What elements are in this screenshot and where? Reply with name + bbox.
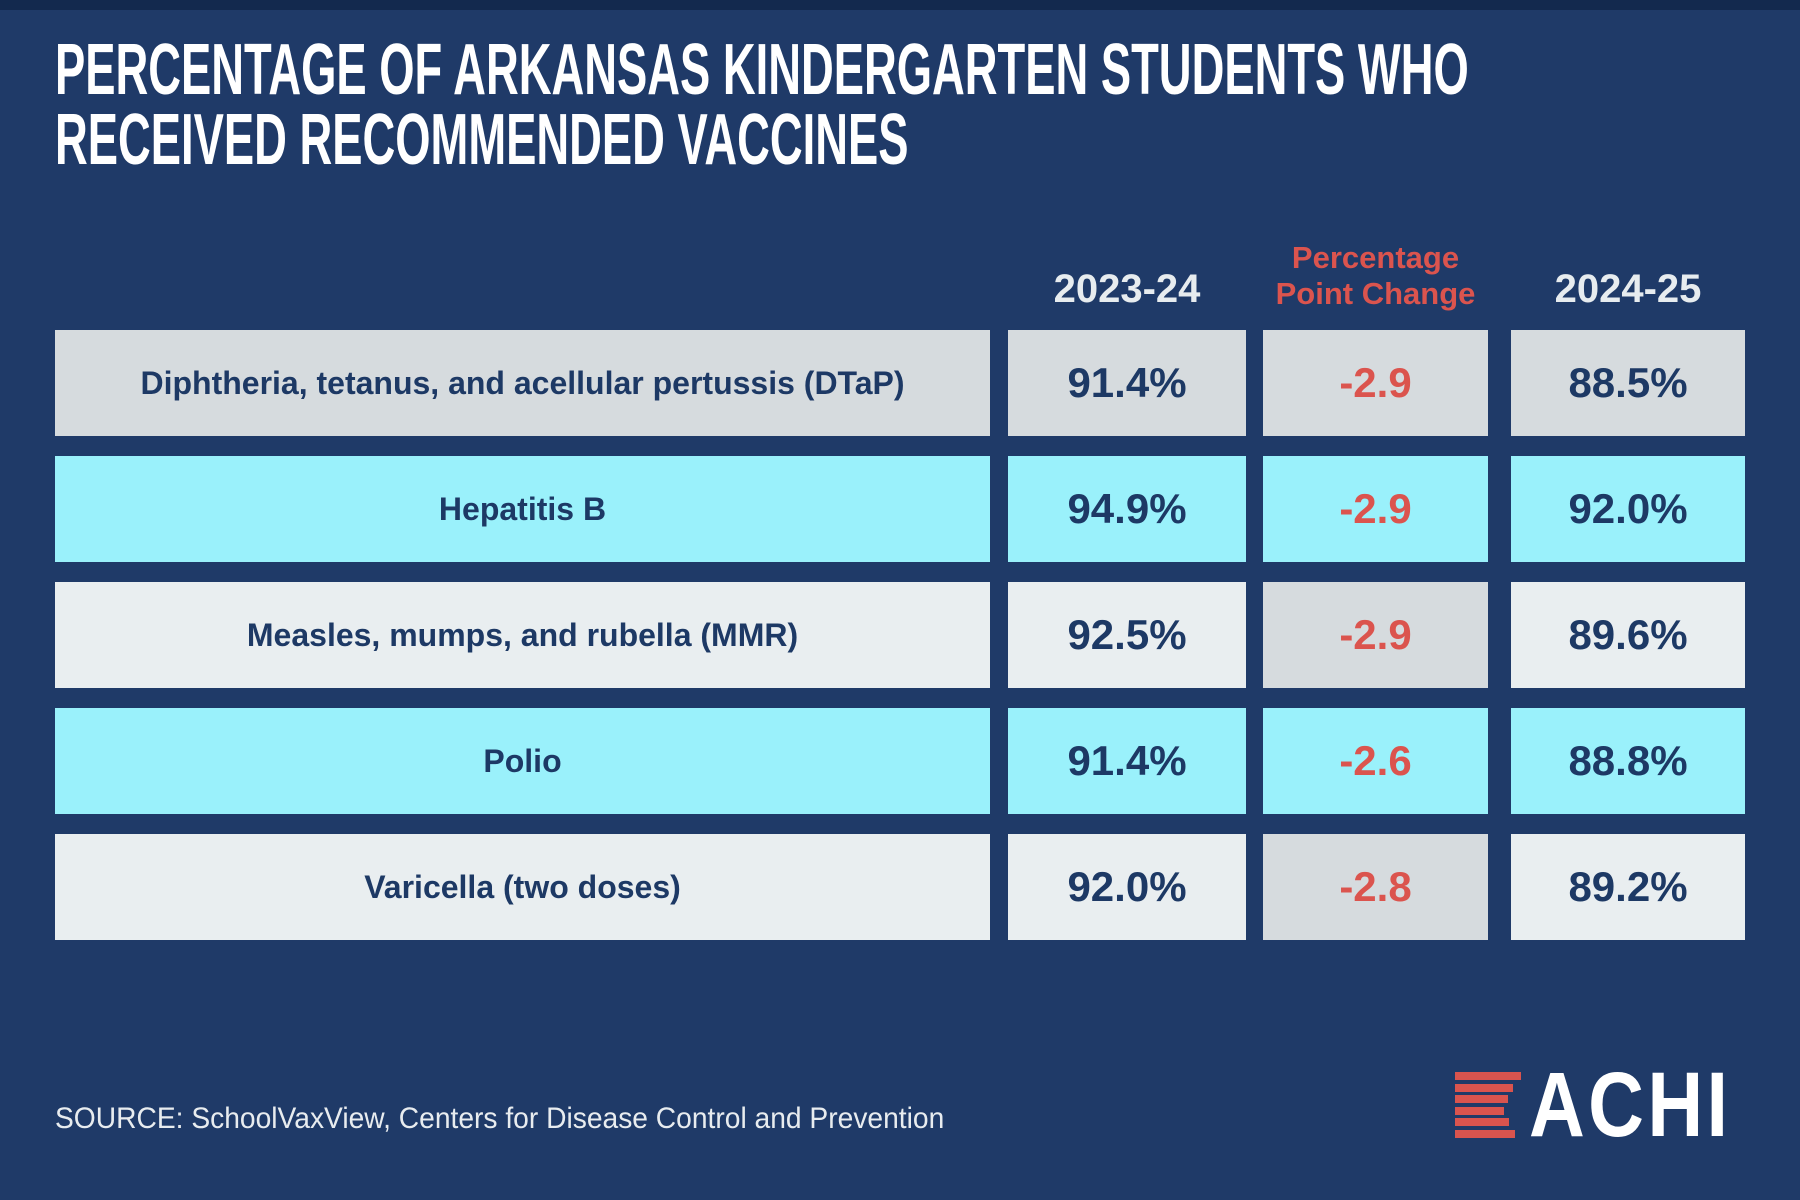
achi-logo: ACHI xyxy=(1455,1054,1770,1156)
value-2024-25: 88.8% xyxy=(1511,708,1745,814)
table-row-varicella: Varicella (two doses) 92.0% -2.8 89.2% xyxy=(55,834,1745,940)
vaccine-label: Diphtheria, tetanus, and acellular pertu… xyxy=(55,330,990,436)
value-2023-24: 91.4% xyxy=(1008,708,1246,814)
page-title: PERCENTAGE OF ARKANSAS KINDERGARTEN STUD… xyxy=(55,30,1469,180)
column-header-percentage-point-change: Percentage Point Change xyxy=(1275,240,1476,312)
vaccine-label: Measles, mumps, and rubella (MMR) xyxy=(55,582,990,688)
table-row-polio: Polio 91.4% -2.6 88.8% xyxy=(55,708,1745,814)
value-change: -2.9 xyxy=(1263,330,1488,436)
table-row-hepatitis-b: Hepatitis B 94.9% -2.9 92.0% xyxy=(55,456,1745,562)
logo-wordmark: ACHI xyxy=(1529,1054,1732,1156)
table-row-dtap: Diphtheria, tetanus, and acellular pertu… xyxy=(55,330,1745,436)
value-2024-25: 88.5% xyxy=(1511,330,1745,436)
value-2023-24: 91.4% xyxy=(1008,330,1246,436)
value-change: -2.8 xyxy=(1263,834,1488,940)
value-2024-25: 92.0% xyxy=(1511,456,1745,562)
value-2023-24: 94.9% xyxy=(1008,456,1246,562)
value-2023-24: 92.5% xyxy=(1008,582,1246,688)
table-row-mmr: Measles, mumps, and rubella (MMR) 92.5% … xyxy=(55,582,1745,688)
vaccine-label: Hepatitis B xyxy=(55,456,990,562)
value-2024-25: 89.6% xyxy=(1511,582,1745,688)
value-change: -2.9 xyxy=(1263,456,1488,562)
column-header-2024-25: 2024-25 xyxy=(1554,267,1702,311)
source-note: SOURCE: SchoolVaxView, Centers for Disea… xyxy=(55,1102,945,1135)
value-change: -2.6 xyxy=(1263,708,1488,814)
logo-stripes-icon xyxy=(1455,1072,1521,1138)
value-2024-25: 89.2% xyxy=(1511,834,1745,940)
column-header-2023-24: 2023-24 xyxy=(1053,267,1201,311)
value-2023-24: 92.0% xyxy=(1008,834,1246,940)
vaccine-label: Polio xyxy=(55,708,990,814)
top-border-strip xyxy=(0,0,1800,10)
value-change: -2.9 xyxy=(1263,582,1488,688)
vaccine-label: Varicella (two doses) xyxy=(55,834,990,940)
